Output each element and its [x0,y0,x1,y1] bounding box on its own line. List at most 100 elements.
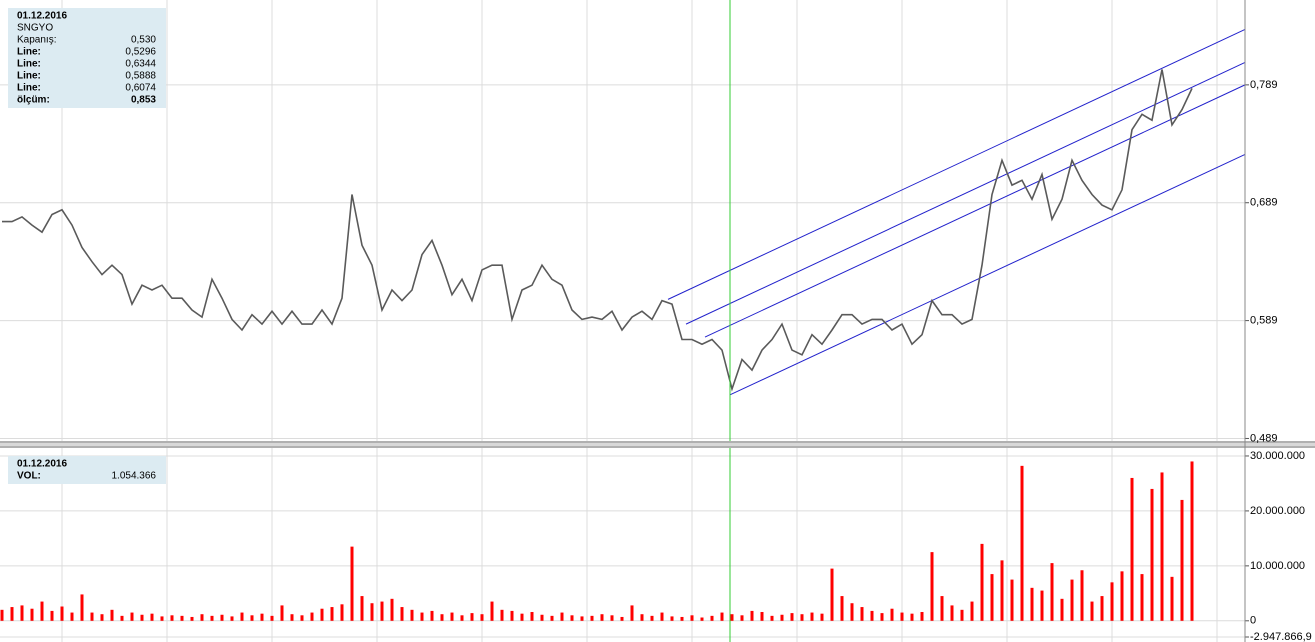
price-line [2,69,1193,392]
volume-bar [1180,499,1184,621]
marks [0,29,1246,621]
volume-bar [60,606,64,621]
info-label: Kapanış: [17,35,56,46]
volume-bar [590,615,594,621]
volume-bar [210,615,214,621]
info-label: Line: [17,83,41,94]
info-date: 01.12.2016 [17,11,67,22]
volume-bar [0,609,4,621]
volume-bar [270,615,274,621]
volume-bar [870,610,874,621]
volume-bar [130,612,134,621]
info-value: 0,6074 [125,83,156,94]
trend-line [729,153,1246,396]
volume-bar [790,613,794,621]
info-date: 01.12.2016 [17,459,67,470]
volume-bar [150,613,154,621]
info-label: Line: [17,47,41,58]
volume-bar [460,615,464,621]
y-tick-label: 0,489 [1250,432,1278,444]
volume-bar [430,610,434,621]
volume-bar [1110,582,1114,621]
volume-bar [710,615,714,621]
volume-bar [1150,488,1154,621]
y-tick-label: 0 [1250,615,1256,627]
info-box [8,456,166,484]
volume-bar [530,612,534,621]
volume-bar [560,612,564,621]
volume-bar [190,616,194,621]
volume-bar [580,616,584,621]
volume-bar [1030,587,1034,621]
volume-bar [220,614,224,621]
volume-bar [370,603,374,621]
volume-bar [230,616,234,621]
volume-bar [740,615,744,621]
volume-bar [540,614,544,621]
volume-bar [200,614,204,621]
volume-bar [350,546,354,621]
volume-bar [660,612,664,621]
y-tick-label: 20.000.000 [1250,505,1305,517]
volume-bar [700,617,704,621]
volume-bar [1090,601,1094,621]
volume-bar [800,614,804,621]
volume-bar [390,598,394,621]
volume-bar [10,607,14,621]
volume-bar [770,615,774,621]
volume-bar [100,614,104,621]
volume-bar [750,610,754,621]
volume-bar [20,605,24,621]
volume-bar [1060,598,1064,621]
info-label: Line: [17,71,41,82]
volume-bar [500,609,504,621]
volume-bar [1040,590,1044,621]
volume-bar [170,615,174,621]
panel-separator [0,441,1315,448]
volume-bar [950,605,954,621]
volume-bar [250,615,254,621]
volume-bar [380,601,384,621]
volume-bar [550,615,554,621]
volume-bar [640,614,644,621]
volume-bar [820,613,824,621]
volume-bar [760,612,764,621]
volume-bar [1160,472,1164,621]
volume-bar [730,614,734,621]
volume-bar [1100,596,1104,621]
volume-bar [40,601,44,621]
volume-bar [480,614,484,621]
volume-bar [450,612,454,621]
volume-bar [850,603,854,621]
y-tick-label: 30.000.000 [1250,450,1305,462]
volume-bar [490,601,494,621]
volume-bar [600,614,604,621]
volume-bar [1080,570,1084,621]
volume-bar [280,605,284,621]
info-value: 0,6344 [125,59,156,70]
volume-bar [570,615,574,621]
volume-bar [140,614,144,621]
info-label: Line: [17,59,41,70]
volume-bar [420,612,424,621]
volume-bar [670,616,674,621]
info-box [8,8,166,108]
volume-bar [1170,576,1174,621]
info-value: 0,853 [131,95,156,106]
volume-bar [610,615,614,621]
volume-bar [70,612,74,621]
volume-bar [360,596,364,621]
volume-bar [900,612,904,621]
volume-bar [1020,465,1024,621]
volume-bar [260,613,264,621]
volume-bar [120,615,124,621]
volume-bar [1130,477,1134,621]
volume-bar [680,616,684,621]
volume-bar [180,615,184,621]
volume-bar [860,607,864,621]
volume-bar [160,616,164,621]
grid [0,0,1249,642]
volume-bar [410,609,414,621]
volume-bar [630,605,634,621]
volume-bar [310,612,314,621]
